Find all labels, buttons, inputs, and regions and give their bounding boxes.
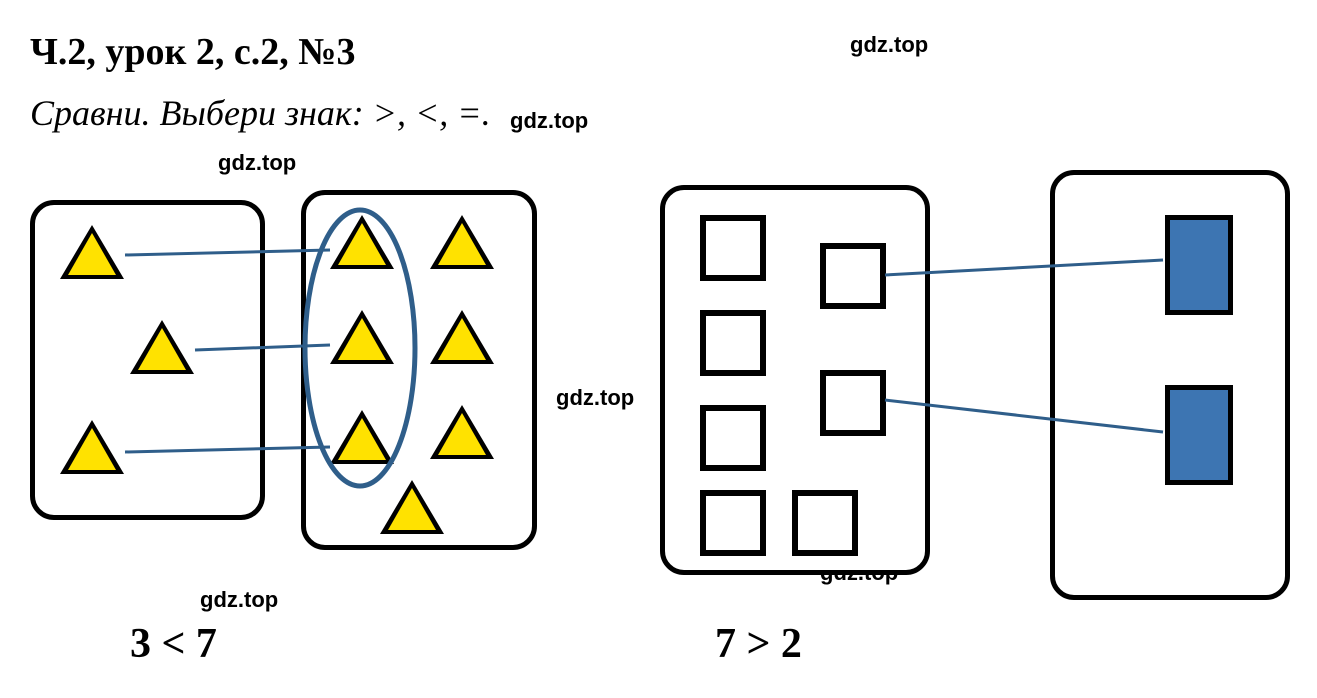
watermark: gdz.top (850, 32, 928, 58)
answer-right: 7 > 2 (715, 620, 802, 668)
triangle-icon (330, 215, 394, 269)
triangle-icon (130, 320, 194, 374)
square-icon (700, 490, 766, 556)
square-icon (820, 243, 886, 309)
rectangle-icon (1165, 215, 1233, 315)
triangle-icon (60, 420, 124, 474)
page-subtitle: Сравни. Выбери знак: >, <, =. (30, 92, 491, 134)
answer-left: 3 < 7 (130, 620, 217, 668)
triangle-icon (430, 310, 494, 364)
square-icon (700, 310, 766, 376)
triangle-icon (330, 410, 394, 464)
watermark: gdz.top (218, 150, 296, 176)
square-icon (792, 490, 858, 556)
watermark: gdz.top (200, 587, 278, 613)
page-title: Ч.2, урок 2, с.2, №3 (30, 30, 355, 74)
watermark: gdz.top (510, 108, 588, 134)
square-icon (700, 405, 766, 471)
triangle-icon (430, 215, 494, 269)
triangle-icon (430, 405, 494, 459)
triangle-icon (330, 310, 394, 364)
triangle-icon (380, 480, 444, 534)
square-icon (700, 215, 766, 281)
triangle-icon (60, 225, 124, 279)
rectangle-icon (1165, 385, 1233, 485)
watermark: gdz.top (556, 385, 634, 411)
square-icon (820, 370, 886, 436)
